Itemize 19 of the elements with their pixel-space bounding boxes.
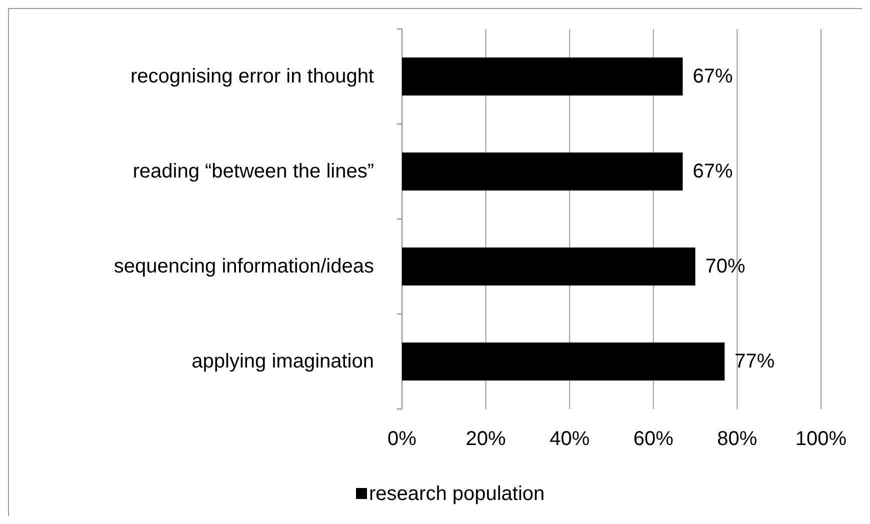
data-label: 67% — [692, 160, 733, 182]
legend-label: research population — [369, 483, 545, 505]
data-label: 77% — [734, 350, 775, 372]
y-tick-label: applying imagination — [192, 350, 374, 372]
data-label: 67% — [692, 66, 733, 88]
bar — [402, 152, 683, 190]
x-tick-label: 80% — [717, 428, 758, 450]
x-tick-label: 60% — [633, 428, 674, 450]
data-label: 70% — [705, 256, 746, 278]
bar — [402, 342, 725, 380]
x-tick-label: 0% — [388, 428, 417, 450]
bar — [402, 248, 696, 286]
y-tick-label: reading “between the lines” — [132, 160, 374, 182]
bar — [402, 58, 683, 96]
x-tick-label: 20% — [466, 428, 506, 450]
y-tick-label: sequencing information/ideas — [114, 256, 374, 278]
y-tick-label: recognising error in thought — [130, 66, 374, 88]
x-tick-label: 100% — [795, 428, 847, 450]
x-tick-label: 40% — [550, 428, 590, 450]
